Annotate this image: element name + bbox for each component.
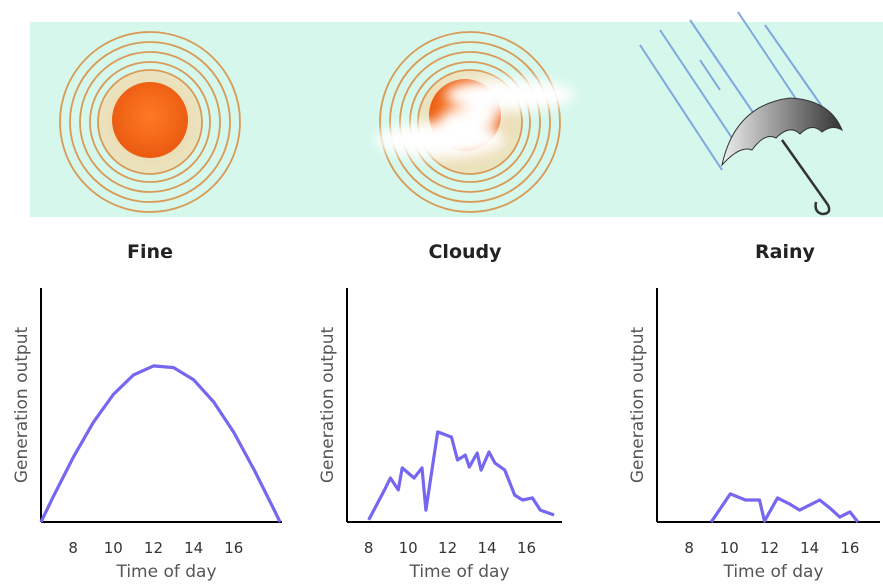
chart-title: Cloudy	[428, 241, 502, 263]
x-tick-label: 8	[364, 539, 374, 557]
x-axis-label: Time of day	[115, 562, 216, 582]
x-tick-label: 10	[720, 539, 739, 557]
x-tick-label: 16	[224, 539, 243, 557]
data-line	[369, 432, 554, 520]
x-tick-label: 12	[438, 539, 457, 557]
chart-title: Fine	[127, 241, 173, 263]
infographic: Fine Generation output Time of day 8 10 12 14 1…	[0, 0, 883, 585]
data-line	[41, 366, 280, 522]
x-axis-label: Time of day	[408, 562, 509, 582]
x-tick-label: 16	[517, 539, 536, 557]
x-tick-label: 16	[840, 539, 859, 557]
x-tick-label: 14	[184, 539, 203, 557]
data-line	[711, 494, 858, 522]
x-tick-label: 8	[684, 539, 694, 557]
y-axis-label: Generation output	[12, 327, 32, 484]
y-axis-label: Generation output	[318, 327, 338, 484]
x-axis-label: Time of day	[722, 562, 823, 582]
x-tick-label: 12	[760, 539, 779, 557]
x-tick-label: 10	[399, 539, 418, 557]
x-tick-label: 12	[144, 539, 163, 557]
x-tick-label: 8	[68, 539, 78, 557]
x-tick-label: 14	[477, 539, 496, 557]
x-tick-label: 10	[104, 539, 123, 557]
y-axis-label: Generation output	[628, 327, 648, 484]
chart-title: Rainy	[755, 241, 815, 263]
x-tick-label: 14	[800, 539, 819, 557]
